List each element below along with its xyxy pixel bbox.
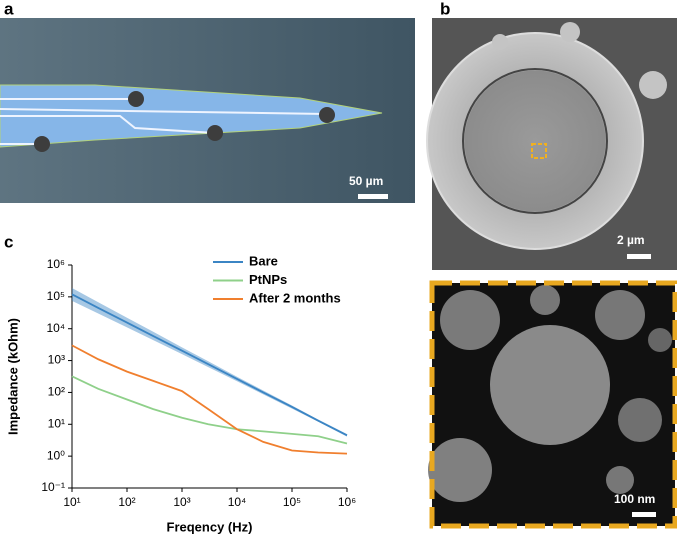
panel-label: a — [4, 0, 14, 18]
y-tick-label: 10⁵ — [47, 289, 65, 303]
panel-label: c — [4, 232, 13, 251]
series-line — [71, 344, 348, 455]
x-tick-label: 10⁶ — [338, 495, 356, 509]
y-tick-label: 10⁻¹ — [41, 480, 65, 494]
x-tick-label: 10³ — [173, 495, 190, 509]
x-tick-label: 10¹ — [63, 495, 80, 509]
y-tick-label: 10² — [48, 385, 65, 399]
chart: 10⁻¹ 10⁰ 10¹ 10² 10³ 10⁴ 10⁵ 10⁶ 10¹ 10² 10³ 10⁴ 10⁵… — [5, 253, 356, 534]
y-tick-label: 10⁰ — [47, 448, 65, 462]
scale-label: 100 nm — [614, 492, 655, 506]
x-axis-label: Freqency (Hz) — [167, 519, 253, 534]
panel-label: b — [440, 0, 450, 18]
legend-label: Bare — [249, 253, 278, 268]
scale-label: 50 µm — [349, 174, 383, 188]
sem-zoom: 100 nm — [428, 280, 677, 529]
x-tick-label: 10⁴ — [228, 495, 247, 509]
x-tick-label: 10² — [118, 495, 135, 509]
y-tick-label: 10¹ — [48, 416, 65, 430]
y-axis-label: Impedance (kOhm) — [5, 318, 20, 435]
legend-label: After 2 months — [249, 290, 341, 305]
y-tick-label: 10⁴ — [46, 321, 65, 335]
legend-label: PtNPs — [249, 272, 287, 287]
y-tick-label: 10⁶ — [47, 257, 65, 271]
series-line — [71, 293, 348, 437]
micrograph-a: 50 µm — [0, 18, 415, 203]
sem-image: 2 µm — [426, 18, 677, 270]
scale-label: 2 µm — [617, 233, 645, 247]
y-tick-label: 10³ — [48, 353, 65, 367]
series-line — [71, 375, 348, 445]
x-tick-label: 10⁵ — [283, 495, 301, 509]
